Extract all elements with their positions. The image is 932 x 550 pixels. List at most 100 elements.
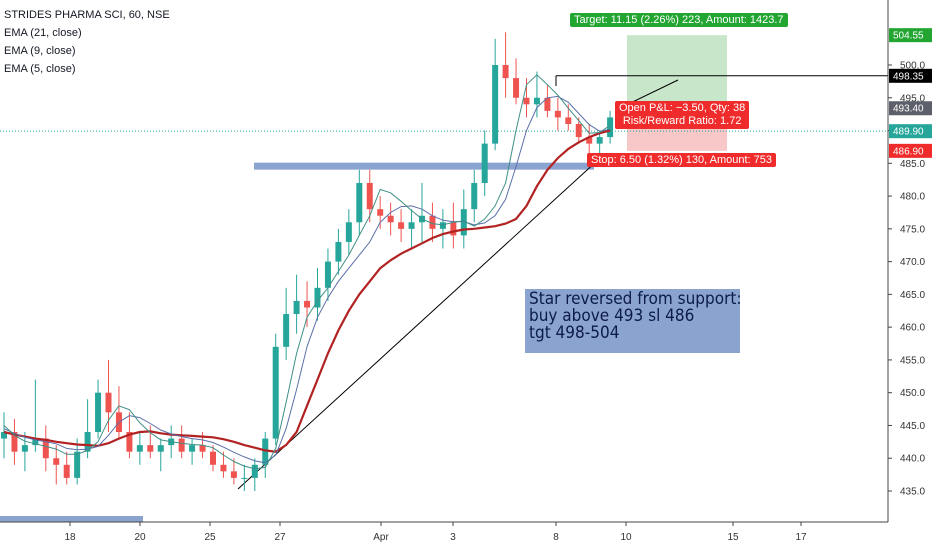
x-tick-label: Apr — [373, 532, 389, 543]
candle-body — [523, 97, 530, 105]
y-tick-label: 485.0 — [900, 159, 925, 170]
candle-body — [147, 445, 154, 452]
price-tag-489-90 — [889, 124, 932, 139]
support-zone-lower — [0, 516, 143, 522]
candle-body — [1, 432, 7, 439]
candle-body — [544, 97, 551, 111]
candle-body — [21, 445, 28, 452]
price-tag-504-55 — [889, 28, 932, 43]
y-tick-label: 445.0 — [900, 421, 925, 432]
candle-body — [513, 78, 520, 98]
x-tick-label: 8 — [553, 532, 559, 543]
candle-body — [178, 438, 185, 452]
candle-body — [324, 261, 331, 288]
y-tick-label: 440.0 — [900, 454, 925, 465]
y-tick-label: 460.0 — [900, 323, 925, 334]
price-tag-493-40 — [889, 101, 932, 116]
price-tag-text: 498.35 — [893, 71, 924, 82]
candle-body — [272, 346, 279, 439]
y-tick-label: 495.0 — [900, 93, 925, 104]
candle-body — [262, 438, 269, 465]
legend-ema9[interactable]: EMA (9, close) — [4, 45, 76, 57]
ema5-line — [3, 74, 611, 470]
candle-body — [377, 209, 384, 216]
price-tag-text: 486.90 — [893, 146, 924, 157]
note-line-2: buy above 493 sl 486 — [529, 306, 695, 326]
candle-body — [84, 432, 91, 452]
y-tick-label: 455.0 — [900, 355, 925, 366]
candle-body — [554, 110, 561, 118]
y-tick-label: 435.0 — [900, 487, 925, 498]
candle-body — [220, 464, 227, 472]
candle-body — [450, 222, 457, 236]
price-tag-text: 489.90 — [893, 127, 924, 138]
price-tag-text: 493.40 — [893, 104, 924, 115]
x-tick-label: 27 — [274, 532, 286, 543]
candle-body — [460, 209, 467, 236]
candle-body — [199, 445, 206, 452]
candle-body — [210, 451, 216, 465]
x-tick-label: 18 — [64, 532, 76, 543]
price-tag-498-35 — [889, 68, 932, 83]
candle-body — [398, 222, 405, 229]
ema9-line — [3, 95, 611, 464]
candle-body — [586, 137, 593, 144]
candle-body — [304, 300, 311, 308]
candle-body — [596, 137, 603, 144]
x-tick-label: 20 — [134, 532, 146, 543]
candle-body — [241, 477, 248, 479]
candle-body — [575, 123, 582, 138]
candle-body — [230, 471, 237, 478]
y-tick-label: 475.0 — [900, 224, 925, 235]
trendline — [237, 159, 599, 490]
ema21-line — [3, 129, 611, 453]
candle-body — [387, 215, 394, 223]
symbol-title[interactable]: STRIDES PHARMA SCI, 60, NSE — [4, 9, 170, 21]
y-tick-label: 480.0 — [900, 192, 925, 203]
x-tick-label: 15 — [727, 532, 739, 543]
candle-body — [408, 222, 415, 229]
note-line-3: tgt 498-504 — [529, 323, 620, 343]
candle-body — [345, 222, 352, 242]
support-zone — [254, 162, 594, 170]
y-tick-label: 470.0 — [900, 257, 925, 268]
candle-body — [74, 451, 81, 478]
candle-body — [314, 287, 321, 308]
target-label[interactable]: Target: 11.15 (2.26%) 223, Amount: 1423.… — [570, 13, 788, 27]
note-line-1: Star reversed from support: — [529, 289, 742, 309]
candle-body — [471, 182, 478, 210]
candle-body — [53, 458, 60, 465]
candle-body — [481, 143, 488, 183]
x-tick-label: 3 — [450, 532, 456, 543]
candle-body — [251, 464, 258, 478]
legend-ema5[interactable]: EMA (5, close) — [4, 63, 76, 75]
candle-body — [32, 438, 39, 446]
legend-ema21[interactable]: EMA (21, close) — [4, 27, 82, 39]
candle-body — [42, 438, 49, 459]
y-tick-label: 465.0 — [900, 290, 925, 301]
candle-body — [565, 117, 572, 124]
candle-body — [366, 182, 373, 210]
x-tick-label: 10 — [620, 532, 632, 543]
candle-body — [105, 392, 112, 413]
stop-label[interactable]: Stop: 6.50 (1.32%) 130, Amount: 753 — [587, 153, 777, 167]
candle-body — [335, 241, 342, 262]
x-tick-label: 25 — [204, 532, 216, 543]
candle-body — [533, 97, 540, 105]
candle-body — [157, 445, 164, 452]
candle-body — [126, 432, 133, 452]
candle-body — [189, 445, 196, 452]
candle-body — [95, 392, 102, 433]
candle-body — [283, 314, 290, 347]
candle-body — [607, 117, 614, 138]
candle-body — [63, 464, 70, 478]
candle-body — [136, 445, 143, 452]
price-tag-486-90 — [889, 143, 932, 158]
rr-text: Risk/Reward Ratio: 1.72 — [622, 115, 742, 127]
position-pl-label[interactable]: Open P&L: −3.50, Qty: 38 Risk/Reward Rat… — [615, 101, 750, 129]
candle-body — [492, 64, 499, 144]
candle-body — [356, 182, 363, 223]
candle-body — [429, 215, 436, 229]
analysis-note[interactable]: Star reversed from support: buy above 49… — [525, 289, 742, 353]
